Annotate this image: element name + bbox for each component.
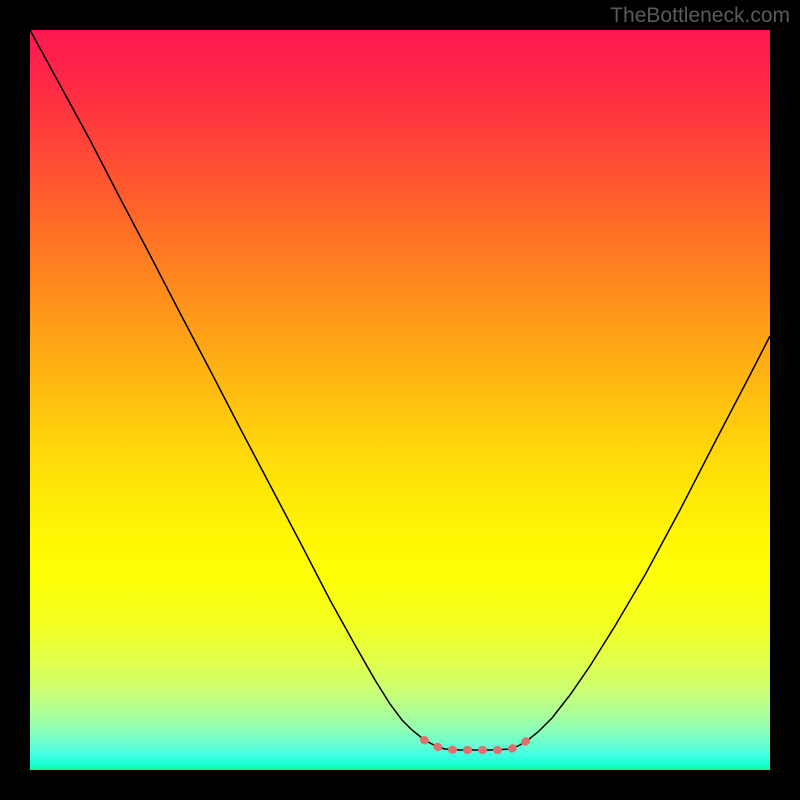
optimal-range-highlight: [424, 740, 528, 750]
bottleneck-curve: [30, 30, 770, 750]
chart-plot-area: [30, 30, 770, 770]
curve-layer: [30, 30, 770, 770]
watermark-text: TheBottleneck.com: [610, 4, 790, 28]
